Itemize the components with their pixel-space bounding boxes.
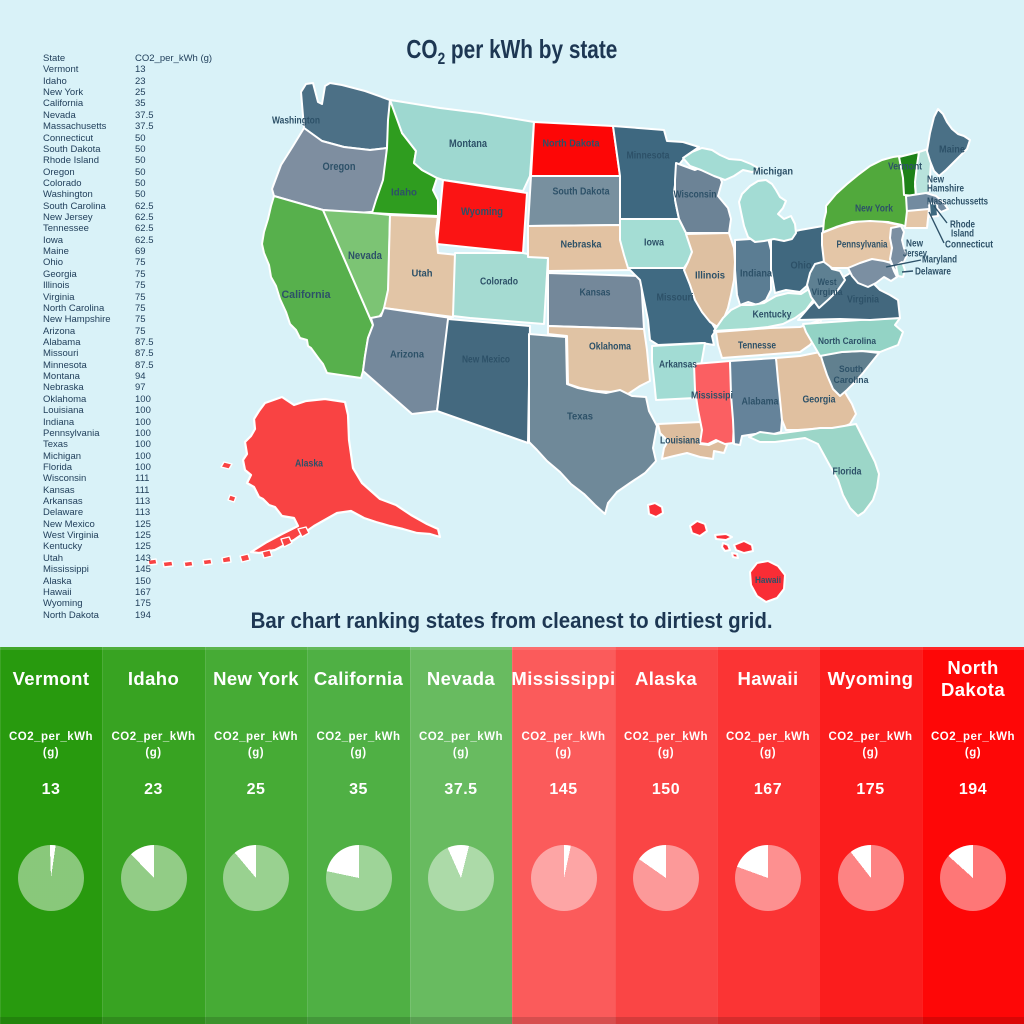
svg-text:Oregon: Oregon xyxy=(323,161,356,173)
svg-text:Louisiana: Louisiana xyxy=(660,436,700,447)
svg-text:North Carolina: North Carolina xyxy=(818,336,877,346)
svg-text:Mississipi: Mississipi xyxy=(691,391,733,402)
svg-text:Illinois: Illinois xyxy=(695,271,725,282)
svg-text:Hamshire: Hamshire xyxy=(927,184,964,195)
svg-text:Island: Island xyxy=(951,229,974,240)
svg-text:Indiana: Indiana xyxy=(740,269,772,280)
svg-text:Kentucky: Kentucky xyxy=(753,310,792,321)
svg-text:Nebraska: Nebraska xyxy=(561,240,602,251)
svg-text:South: South xyxy=(839,364,863,374)
svg-text:Iowa: Iowa xyxy=(644,238,664,249)
svg-text:New York: New York xyxy=(855,204,893,215)
svg-text:Jersey: Jersey xyxy=(903,249,927,260)
svg-text:Rhode: Rhode xyxy=(950,220,975,231)
svg-text:Virginia: Virginia xyxy=(812,287,844,297)
svg-text:Wisconsin: Wisconsin xyxy=(674,190,717,201)
svg-text:Idaho: Idaho xyxy=(391,188,417,199)
svg-text:New: New xyxy=(906,239,923,250)
svg-text:West: West xyxy=(818,277,837,287)
svg-text:Minnesota: Minnesota xyxy=(627,151,670,162)
svg-text:Ohio: Ohio xyxy=(791,261,812,272)
svg-text:Missouri: Missouri xyxy=(657,293,694,304)
svg-text:Arkansas: Arkansas xyxy=(659,360,697,371)
svg-text:Texas: Texas xyxy=(567,412,593,423)
svg-text:Arizona: Arizona xyxy=(390,350,424,361)
svg-text:Delaware: Delaware xyxy=(915,267,951,278)
svg-text:Alaska: Alaska xyxy=(295,459,323,470)
svg-text:Oklahoma: Oklahoma xyxy=(589,342,631,353)
svg-text:Alabama: Alabama xyxy=(742,397,779,408)
svg-text:Georgia: Georgia xyxy=(803,395,836,406)
svg-text:Maine: Maine xyxy=(939,145,965,156)
svg-text:Vermont: Vermont xyxy=(888,162,923,173)
svg-text:New: New xyxy=(927,175,944,186)
svg-text:Nevada: Nevada xyxy=(348,250,383,262)
svg-text:Virginia: Virginia xyxy=(847,295,879,306)
svg-text:Michigan: Michigan xyxy=(753,167,793,178)
svg-text:Connecticut: Connecticut xyxy=(945,240,994,251)
svg-text:Florida: Florida xyxy=(833,467,862,478)
svg-text:Massachussetts: Massachussetts xyxy=(927,197,988,208)
svg-text:California: California xyxy=(282,289,332,301)
svg-text:Colorado: Colorado xyxy=(480,277,518,288)
svg-text:Carolina: Carolina xyxy=(834,375,870,385)
svg-text:Montana: Montana xyxy=(449,138,488,150)
svg-text:New Mexico: New Mexico xyxy=(462,355,510,366)
svg-text:Pennsylvania: Pennsylvania xyxy=(837,240,888,251)
svg-text:Hawaii: Hawaii xyxy=(755,575,781,585)
svg-text:Maryland: Maryland xyxy=(922,255,957,266)
svg-text:Wyoming: Wyoming xyxy=(461,206,503,218)
svg-text:Kansas: Kansas xyxy=(580,288,611,299)
svg-text:Utah: Utah xyxy=(412,269,433,280)
svg-text:North Dakota: North Dakota xyxy=(543,139,600,150)
svg-text:South Dakota: South Dakota xyxy=(553,187,610,198)
svg-text:Washington: Washington xyxy=(272,116,320,127)
svg-text:Tennesse: Tennesse xyxy=(738,341,776,352)
